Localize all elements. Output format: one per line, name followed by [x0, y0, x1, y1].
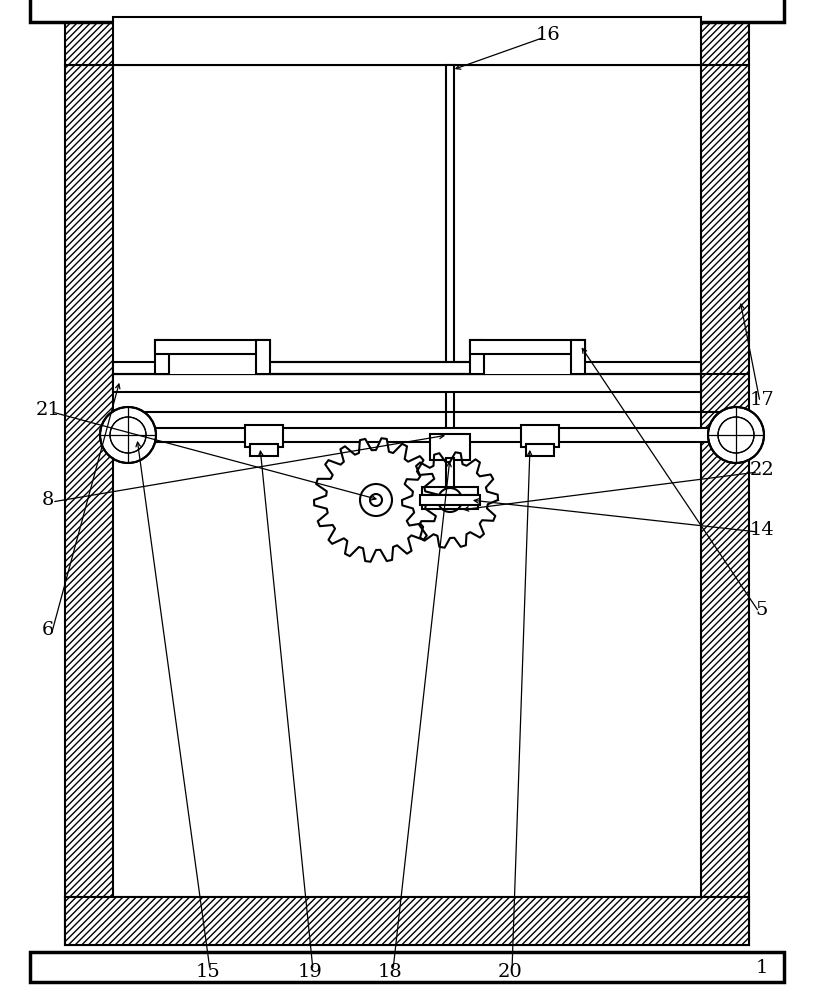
Circle shape — [101, 408, 155, 462]
Text: 16: 16 — [536, 26, 560, 44]
Bar — [169, 354, 256, 374]
Bar — [65, 897, 749, 945]
Bar — [65, 17, 749, 65]
Bar — [430, 434, 470, 460]
Bar — [113, 362, 701, 374]
Text: 5: 5 — [756, 601, 768, 619]
Bar — [701, 65, 749, 897]
Bar — [30, 0, 784, 22]
Text: 21: 21 — [36, 401, 60, 419]
Bar — [484, 354, 571, 374]
Bar — [446, 458, 454, 492]
Bar — [30, 952, 784, 982]
Bar — [470, 340, 484, 374]
Bar — [446, 65, 454, 435]
Text: 22: 22 — [750, 461, 774, 479]
Bar — [113, 428, 749, 442]
Bar — [521, 425, 559, 447]
Text: 8: 8 — [42, 491, 55, 509]
Polygon shape — [314, 438, 438, 562]
Bar — [65, 65, 113, 897]
Polygon shape — [402, 452, 498, 548]
Text: 19: 19 — [298, 963, 322, 981]
Bar — [420, 495, 480, 505]
Bar — [113, 374, 701, 392]
Bar — [422, 487, 478, 495]
Bar — [65, 897, 749, 945]
Bar — [571, 340, 585, 374]
Bar — [155, 340, 169, 374]
Bar — [470, 340, 585, 354]
Bar — [256, 340, 270, 374]
Circle shape — [709, 408, 763, 462]
Text: 20: 20 — [497, 963, 523, 981]
Text: 18: 18 — [378, 963, 402, 981]
Bar — [250, 444, 278, 456]
Bar — [526, 444, 554, 456]
Text: 6: 6 — [42, 621, 55, 639]
Bar — [701, 65, 749, 897]
Bar — [422, 501, 478, 509]
Bar — [65, 65, 113, 897]
Bar — [65, 897, 749, 945]
Bar — [65, 17, 749, 65]
Bar — [155, 340, 270, 354]
Bar — [113, 17, 701, 65]
Text: 15: 15 — [195, 963, 221, 981]
Text: 14: 14 — [750, 521, 774, 539]
Bar — [65, 897, 749, 945]
Text: 17: 17 — [750, 391, 774, 409]
Text: 1: 1 — [756, 959, 768, 977]
Bar — [245, 425, 283, 447]
